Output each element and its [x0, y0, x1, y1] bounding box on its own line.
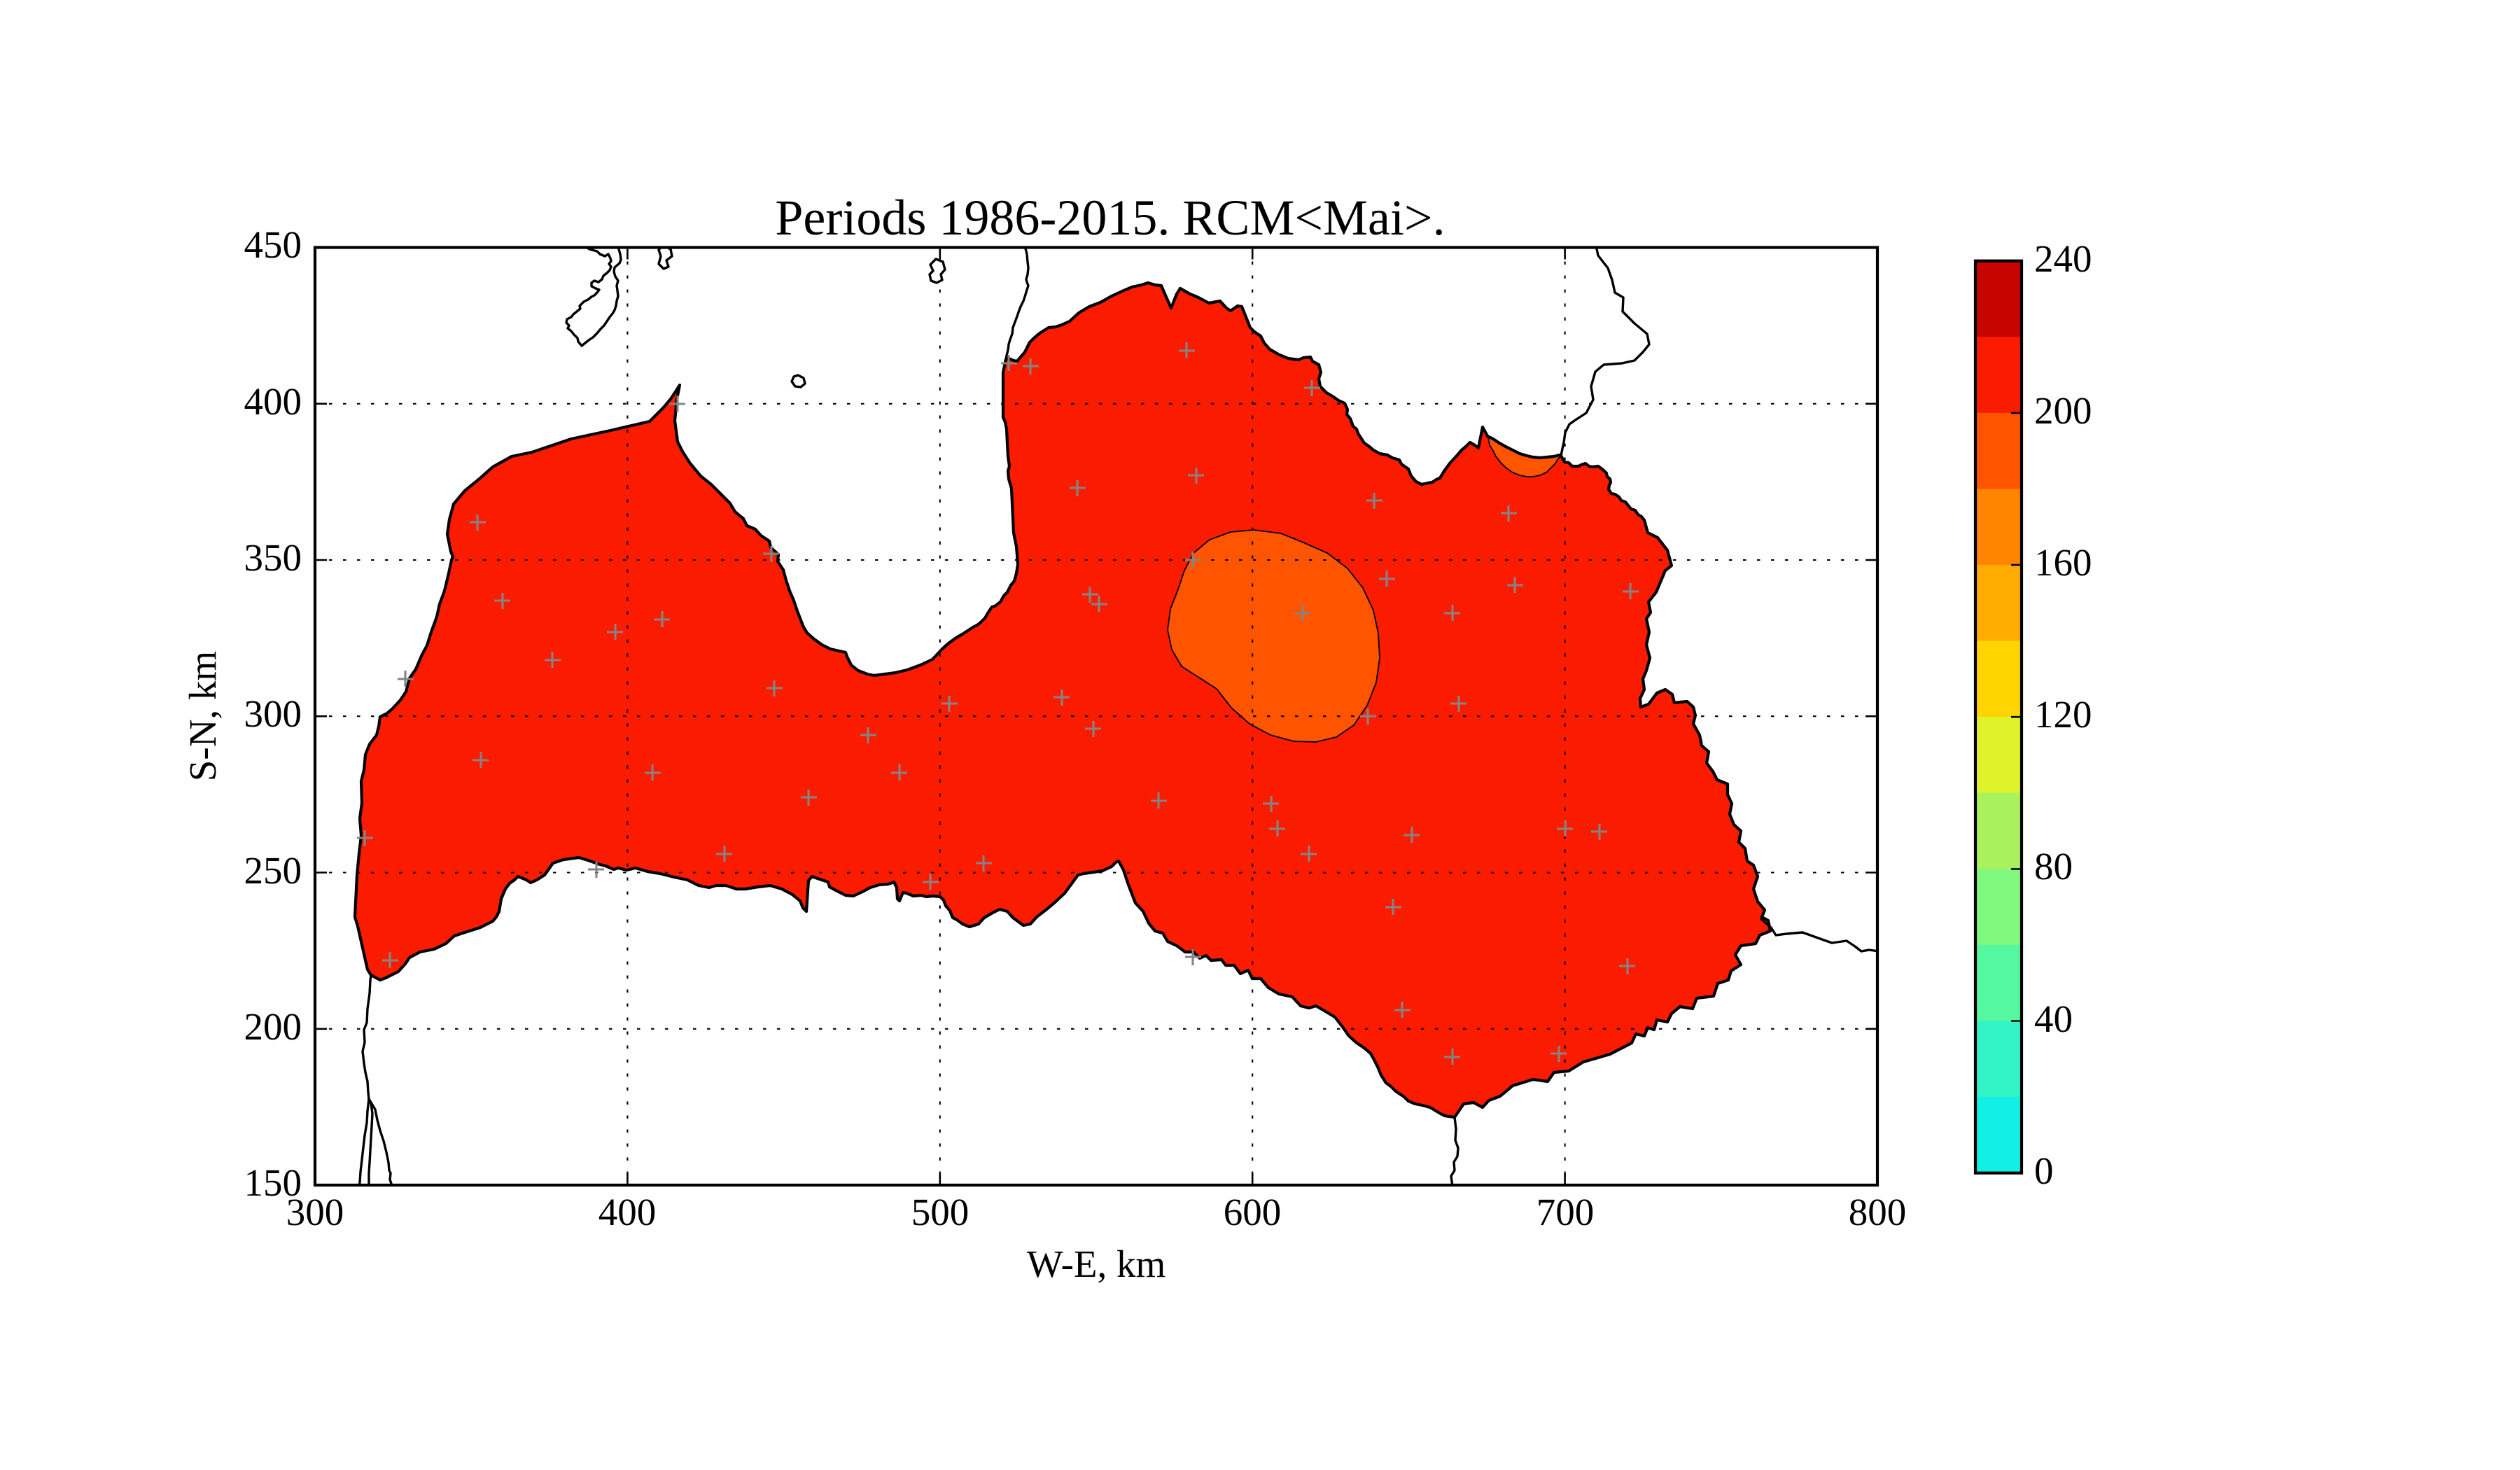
svg-text:600: 600	[1224, 1191, 1282, 1233]
svg-text:80: 80	[2034, 845, 2073, 888]
svg-text:120: 120	[2034, 693, 2092, 736]
svg-text:160: 160	[2034, 541, 2092, 584]
svg-text:400: 400	[244, 380, 302, 423]
svg-text:S-N, km: S-N, km	[181, 651, 224, 781]
svg-text:300: 300	[286, 1191, 344, 1233]
svg-text:800: 800	[1849, 1191, 1907, 1233]
svg-text:250: 250	[244, 849, 302, 892]
svg-text:Periods 1986-2015. RCM<Mai>.: Periods 1986-2015. RCM<Mai>.	[775, 190, 1445, 246]
svg-text:300: 300	[244, 692, 302, 735]
svg-text:W-E, km: W-E, km	[1027, 1242, 1166, 1285]
svg-text:150: 150	[244, 1161, 302, 1204]
svg-text:700: 700	[1536, 1191, 1595, 1233]
svg-text:200: 200	[244, 1005, 302, 1048]
svg-text:450: 450	[244, 223, 302, 266]
svg-text:350: 350	[244, 536, 302, 579]
svg-text:400: 400	[598, 1191, 657, 1233]
svg-text:240: 240	[2034, 237, 2092, 280]
svg-text:40: 40	[2034, 997, 2073, 1040]
svg-text:500: 500	[911, 1191, 969, 1233]
svg-text:200: 200	[2034, 389, 2092, 432]
svg-text:0: 0	[2034, 1149, 2054, 1192]
